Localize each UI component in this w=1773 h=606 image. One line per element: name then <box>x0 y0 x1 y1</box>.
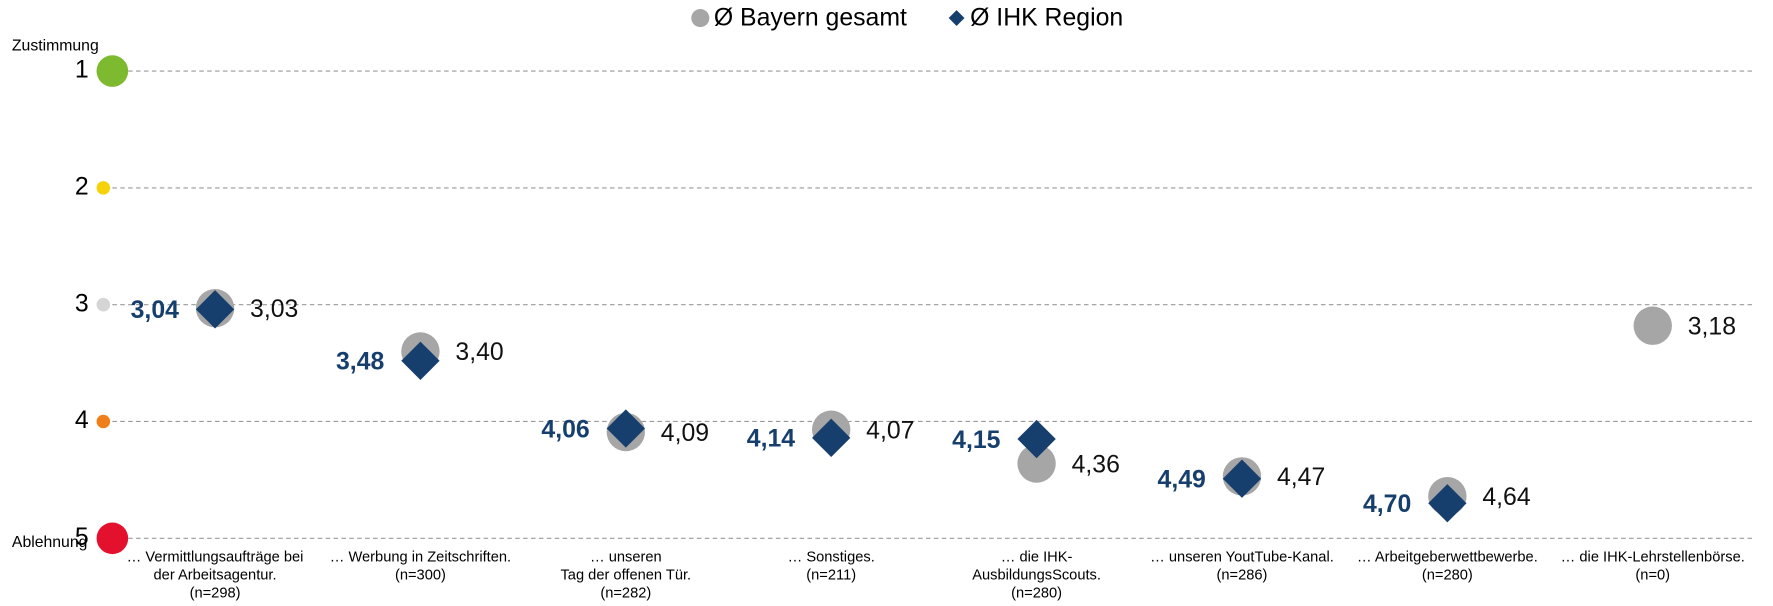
circle-marker <box>1633 306 1672 345</box>
legend-label: Ø IHK Region <box>970 5 1123 32</box>
value-label: 4,49 <box>1158 467 1206 494</box>
legend-label: Ø Bayern gesamt <box>714 5 907 32</box>
diamond-marker <box>1222 459 1262 498</box>
y-tick-label: 4 <box>75 407 89 434</box>
value-label: 4,14 <box>747 426 795 453</box>
value-label: 3,18 <box>1688 314 1736 341</box>
value-label: 4,15 <box>952 427 1000 454</box>
x-tick-label: (n=286) <box>1217 567 1268 583</box>
value-label: 4,06 <box>541 416 589 443</box>
x-tick-label: (n=280) <box>1422 567 1473 583</box>
value-label: 4,64 <box>1482 484 1530 511</box>
x-tick-label: (n=300) <box>395 567 446 583</box>
x-tick-label: der Arbeitsagentur. <box>154 567 277 583</box>
scale-dot <box>96 297 111 312</box>
legend: Ø Bayern gesamt Ø IHK Region <box>691 5 1123 32</box>
x-tick-label: Tag der offenen Tür. <box>560 567 691 583</box>
x-tick-label: (n=0) <box>1635 567 1670 583</box>
value-label: 4,47 <box>1277 464 1325 491</box>
x-tick-label: … Vermittlungsaufträge bei <box>127 549 304 565</box>
scale-dot <box>96 55 129 87</box>
x-tick-label: … Werbung in Zeitschriften. <box>330 549 511 565</box>
y-tick-label: 1 <box>75 57 89 84</box>
x-tick-label: … Sonstiges. <box>788 549 875 565</box>
x-tick-label: (n=282) <box>600 585 651 601</box>
x-tick-label: (n=280) <box>1011 585 1062 601</box>
diamond-marker <box>1428 484 1467 523</box>
value-label: 3,40 <box>455 339 503 366</box>
diamond-marker <box>1017 419 1056 459</box>
scale-dot <box>96 181 111 195</box>
x-tick-label: AusbildungsScouts. <box>972 567 1101 583</box>
x-tick-label: (n=211) <box>806 567 856 583</box>
scale-dot <box>96 522 129 555</box>
x-tick-label: … Arbeitgeberwettbewerbe. <box>1357 549 1538 565</box>
value-label: 3,03 <box>250 296 298 323</box>
diamond-marker <box>606 409 646 448</box>
y-tick-label: 3 <box>75 290 89 317</box>
value-label: 3,48 <box>336 349 384 376</box>
y-tick-label: 2 <box>75 173 89 200</box>
x-tick-label: … die IHK-Lehrstellenbörse. <box>1561 549 1745 565</box>
value-label: 4,09 <box>661 420 709 447</box>
value-label: 4,07 <box>866 417 914 444</box>
x-tick-label: … unseren YoutTube-Kanal. <box>1150 549 1334 565</box>
circle-marker <box>1017 444 1056 483</box>
x-tick-label: … die IHK- <box>1001 549 1073 565</box>
legend-marker <box>691 9 710 28</box>
legend-marker <box>948 10 965 26</box>
x-tick-label: … unseren <box>590 549 662 565</box>
value-label: 3,04 <box>131 297 179 324</box>
value-label: 4,70 <box>1363 491 1411 518</box>
y-bottom-label: Ablehnung <box>12 534 87 551</box>
y-tick-label: 5 <box>75 524 89 551</box>
value-label: 4,36 <box>1072 451 1120 478</box>
scale-dot <box>96 414 111 429</box>
x-tick-label: (n=298) <box>190 585 241 601</box>
y-top-label: Zustimmung <box>12 37 99 54</box>
